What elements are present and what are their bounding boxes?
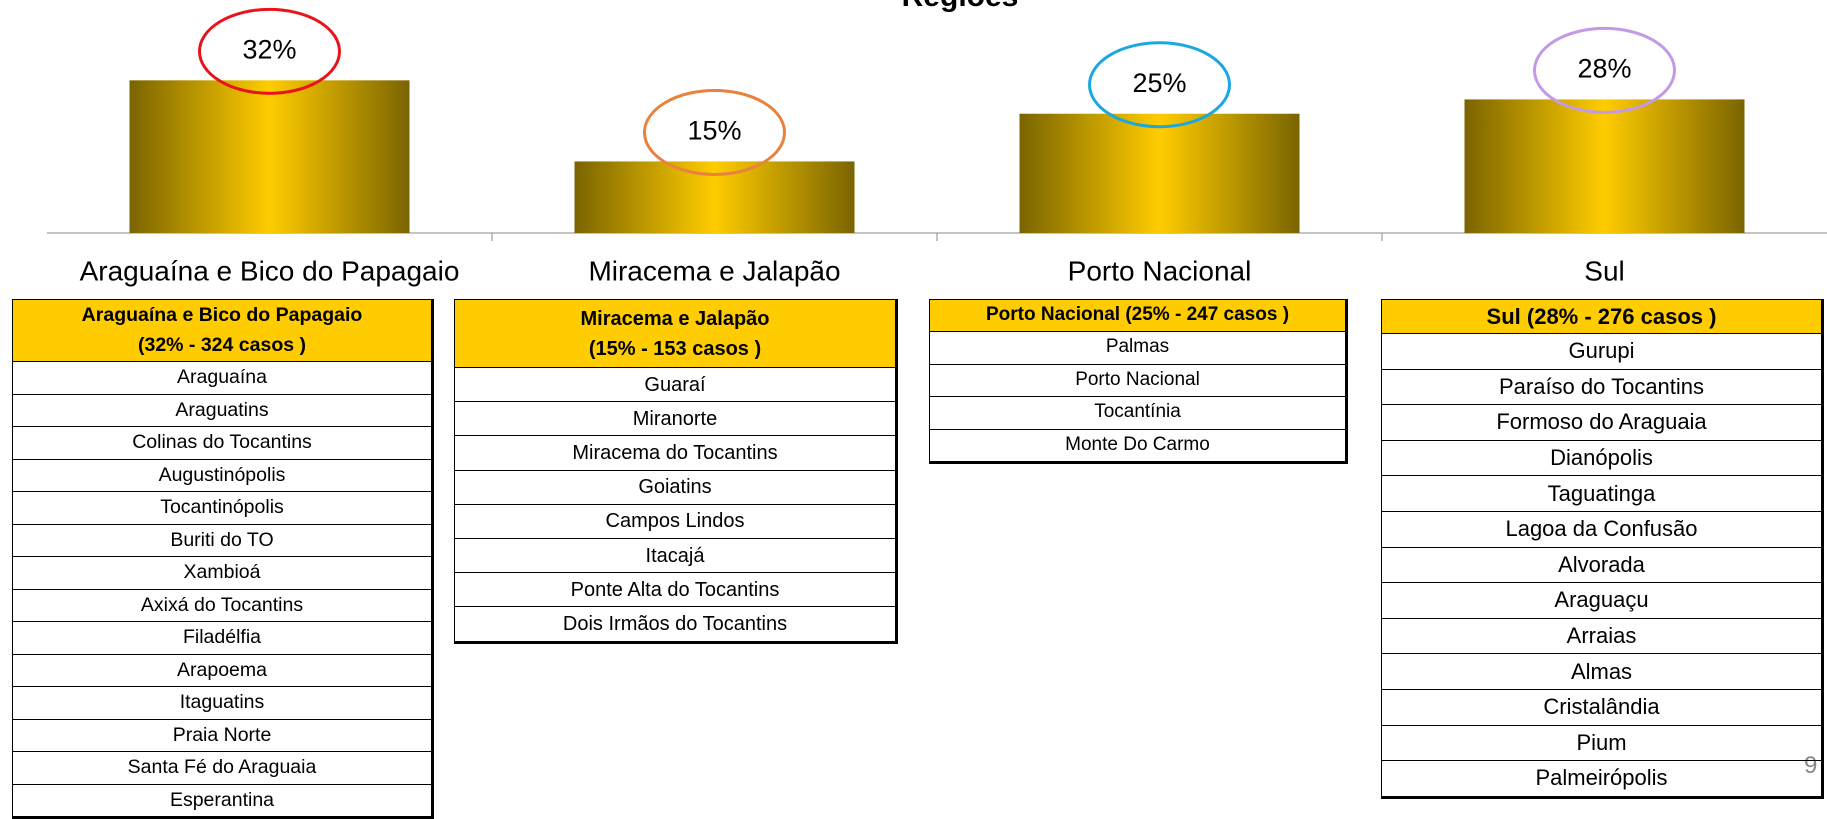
table-cell: Itaguatins <box>12 686 433 720</box>
value-label: 25% <box>1132 68 1186 98</box>
table-cell: Araguatins <box>12 393 433 427</box>
table-cell: Goiatins <box>454 469 897 505</box>
table-cell: Araguaçu <box>1381 582 1823 619</box>
table-cell: Augustinópolis <box>12 458 433 492</box>
table-header: Miracema e Jalapão (15% - 153 casos ) <box>454 299 897 368</box>
table-cell: Miracema do Tocantins <box>454 435 897 471</box>
table-cell: Xambioá <box>12 556 433 590</box>
table-cell: Lagoa da Confusão <box>1381 510 1823 548</box>
bar <box>129 80 410 233</box>
value-label: 15% <box>687 116 741 146</box>
highlight-circle <box>198 7 341 95</box>
region-table: Araguaína e Bico do Papagaio (32% - 324 c… <box>12 299 434 819</box>
header-line: Porto Nacional (25% - 247 casos ) <box>985 304 1290 326</box>
bar <box>1019 113 1300 233</box>
bar <box>1464 99 1745 234</box>
table-cell: Arraias <box>1381 617 1823 655</box>
table-cell: Formoso do Araguaia <box>1381 404 1823 441</box>
table-cell: Santa Fé do Araguaia <box>12 751 433 785</box>
highlight-circle <box>1533 26 1676 114</box>
table-cell: Tocantínia <box>929 396 1347 430</box>
table-header: Porto Nacional (25% - 247 casos ) <box>929 299 1347 332</box>
table-header: Sul (28% - 276 casos ) <box>1381 299 1823 334</box>
table-cell: Colinas do Tocantins <box>12 426 433 460</box>
category-label: Miracema e Jalapão <box>588 255 840 286</box>
table-cell: Monte Do Carmo <box>929 428 1347 463</box>
header-line: (15% - 153 casos ) <box>588 337 762 360</box>
table-cell: Ponte Alta do Tocantins <box>454 572 897 608</box>
chart: Regiões Araguaína e Bico do Papagaio 32% M… <box>47 0 1827 286</box>
table-cell: Palmas <box>929 331 1347 365</box>
header-line: (32% - 324 casos ) <box>137 333 306 356</box>
region-table: Porto Nacional (25% - 247 casos ) Palmas P… <box>929 299 1348 464</box>
header-line: Sul (28% - 276 casos ) <box>1486 304 1717 329</box>
table-cell: Cristalândia <box>1381 688 1823 726</box>
table-cell: Filadélfia <box>12 621 433 655</box>
table-cell: Alvorada <box>1381 546 1823 584</box>
bar <box>574 161 855 233</box>
page: {"chart_data": {"type": "bar", "title": … <box>12 0 1827 819</box>
table-cell: Paraíso do Tocantins <box>1381 368 1823 406</box>
table-cell: Palmeirópolis <box>1381 760 1823 798</box>
value-label: 32% <box>242 34 296 64</box>
table-cell: Axixá do Tocantins <box>12 588 433 622</box>
table-cell: Arapoema <box>12 653 433 687</box>
table-header: Araguaína e Bico do Papagaio (32% - 324 c… <box>12 299 433 362</box>
region-table: Miracema e Jalapão (15% - 153 casos ) Guar… <box>454 299 898 644</box>
header-line: Araguaína e Bico do Papagaio <box>81 304 363 327</box>
highlight-circle <box>643 88 786 176</box>
table-cell: Pium <box>1381 724 1823 762</box>
category-label: Sul <box>1584 255 1624 286</box>
highlight-circle <box>1088 41 1231 129</box>
table-cell: Dianópolis <box>1381 439 1823 477</box>
table-cell: Tocantinópolis <box>12 491 433 525</box>
table-cell: Almas <box>1381 653 1823 690</box>
table-cell: Itacajá <box>454 537 897 574</box>
table-cell: Miranorte <box>454 401 897 437</box>
header-line: Miracema e Jalapão <box>580 307 770 330</box>
category-label: Araguaína e Bico do Papagaio <box>80 255 460 286</box>
table-cell: Buriti do TO <box>12 523 433 557</box>
table-cell: Porto Nacional <box>929 363 1347 397</box>
table-cell: Dois Irmãos do Tocantins <box>454 606 897 643</box>
table-cell: Taguatinga <box>1381 475 1823 512</box>
table-cell: Gurupi <box>1381 333 1823 370</box>
table-cell: Araguaína <box>12 361 433 395</box>
table-cell: Campos Lindos <box>454 503 897 539</box>
value-label: 28% <box>1577 54 1631 84</box>
region-table: Sul (28% - 276 casos ) Gurupi Paraíso do T… <box>1381 299 1824 799</box>
table-cell: Praia Norte <box>12 718 433 752</box>
category-label: Porto Nacional <box>1068 255 1252 286</box>
chart-title: Regiões <box>902 0 1019 13</box>
table-cell: Guaraí <box>454 366 897 403</box>
